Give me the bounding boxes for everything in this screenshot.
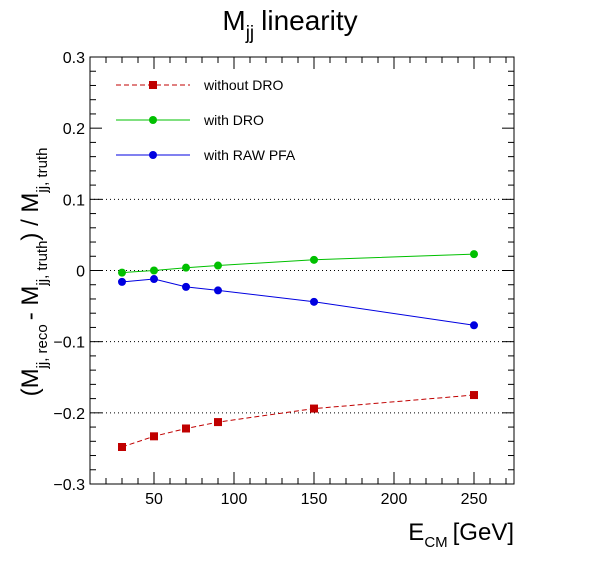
x-tick-label: 50 xyxy=(145,491,163,508)
legend: without DRO with DRO with RAW PFA xyxy=(116,77,296,163)
y-tick-label: 0.3 xyxy=(63,50,85,67)
y-tick-label: 0.1 xyxy=(63,192,85,209)
data-point-without-dro xyxy=(118,442,126,451)
legend-marker-with-raw-pfa xyxy=(149,151,157,159)
data-series xyxy=(118,250,478,451)
data-point-without-dro xyxy=(470,391,478,400)
legend-entry-with-dro: with DRO xyxy=(116,112,264,128)
y-axis-label: (Mjj, reco- Mjj, truth) / Mjj, truth xyxy=(17,148,51,397)
legend-marker-with-dro xyxy=(149,116,157,124)
y-tick-label: −0.3 xyxy=(53,477,85,494)
x-tick-label: 250 xyxy=(461,491,488,508)
data-point-with-raw-pfa xyxy=(214,286,222,295)
legend-label-with-raw-pfa: with RAW PFA xyxy=(203,147,296,163)
chart-title: Mjj linearity xyxy=(222,5,357,44)
data-point-without-dro xyxy=(214,418,222,427)
x-tick-label: 200 xyxy=(381,491,408,508)
series-with-dro xyxy=(118,250,478,277)
series-line-without-dro xyxy=(121,394,475,448)
y-tick-label: 0.2 xyxy=(63,121,85,138)
data-point-without-dro xyxy=(150,432,158,441)
legend-label-with-dro: with DRO xyxy=(203,112,264,128)
series-line-with-dro xyxy=(121,253,475,274)
data-point-with-dro xyxy=(470,250,478,259)
data-point-without-dro xyxy=(182,424,190,433)
axis-ticks: 50 100 150 200 250 −0.3 −0.2 −0.1 0 0.1 0.2 0.3 xyxy=(53,50,514,508)
data-point-with-raw-pfa xyxy=(470,321,478,330)
series-line-with-raw-pfa xyxy=(121,278,475,326)
x-axis-label: ECM [GeV] xyxy=(408,519,514,551)
x-tick-label: 150 xyxy=(301,491,328,508)
data-point-with-raw-pfa xyxy=(310,297,318,306)
data-point-with-raw-pfa xyxy=(182,282,190,291)
data-point-with-dro xyxy=(182,263,190,272)
data-point-with-raw-pfa xyxy=(118,277,126,286)
data-point-with-dro xyxy=(310,255,318,264)
x-tick-label: 100 xyxy=(221,491,248,508)
y-tick-label: 0 xyxy=(76,264,85,281)
plot-frame xyxy=(89,56,515,485)
data-point-without-dro xyxy=(310,404,318,413)
series-with-raw-pfa xyxy=(118,275,478,330)
data-point-with-raw-pfa xyxy=(150,275,158,284)
y-tick-label: −0.2 xyxy=(53,406,85,423)
legend-entry-without-dro: without DRO xyxy=(116,77,283,93)
series-without-dro xyxy=(118,391,478,451)
legend-label-without-dro: without DRO xyxy=(203,77,283,93)
y-tick-label: −0.1 xyxy=(53,335,85,352)
legend-entry-with-raw-pfa: with RAW PFA xyxy=(116,147,296,163)
data-point-with-dro xyxy=(150,266,158,275)
data-point-with-dro xyxy=(118,268,126,277)
grid-lines xyxy=(90,198,514,414)
data-point-with-dro xyxy=(214,261,222,270)
legend-marker-without-dro xyxy=(149,81,157,89)
